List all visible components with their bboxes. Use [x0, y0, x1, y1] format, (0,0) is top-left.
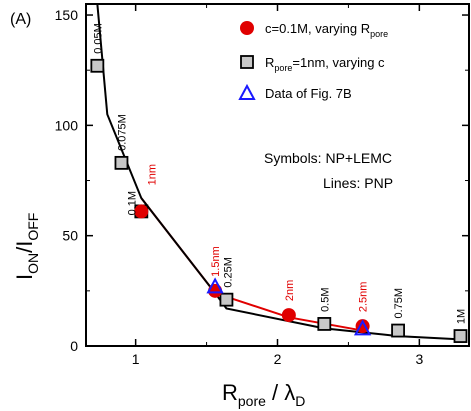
square-marker — [453, 329, 468, 343]
square-point-label: 0.05M — [92, 23, 104, 54]
square-point-label: 0.75M — [393, 288, 405, 319]
point-labels: 0.05M 0.075M 0.1M 0.25M 0.5M 0.75M 1M 1nm 1.5nm 2… — [92, 23, 467, 324]
red-circle-marker — [281, 308, 296, 323]
square-point-label: 0.1M — [126, 191, 138, 215]
square-marker — [219, 292, 234, 307]
data-markers — [90, 58, 468, 343]
y-axis-label: ION/IOFF — [12, 213, 41, 280]
red-point-label: 1nm — [146, 164, 158, 185]
axis-ticks: 1 2 3 0 50 100 150 — [55, 4, 469, 367]
legend: c=0.1M, varying Rpore Rpore=1nm, varying… — [238, 21, 388, 101]
legend-marker-gray-square — [240, 55, 254, 69]
red-point-label: 2nm — [284, 280, 296, 301]
square-marker — [114, 155, 129, 170]
square-point-label: 0.5M — [319, 287, 331, 311]
x-tick-label: 1 — [132, 351, 140, 367]
y-tick-label: 0 — [70, 338, 78, 354]
y-tick-label: 150 — [55, 7, 79, 23]
x-tick-label: 3 — [415, 351, 423, 367]
x-tick-label: 2 — [274, 351, 282, 367]
plot-frame — [85, 3, 470, 347]
red-point-label: 1.5nm — [210, 246, 222, 277]
square-point-label: 0.25M — [222, 257, 234, 288]
legend-marker-red-circle — [240, 21, 254, 35]
x-axis-label: Rpore / λD — [222, 380, 305, 409]
panel-label: (A) — [10, 11, 31, 28]
square-point-label: 1M — [455, 309, 467, 324]
y-tick-label: 100 — [55, 117, 79, 133]
blue-triangle-marker — [206, 277, 224, 294]
red-circle-marker — [208, 283, 223, 298]
note-symbols: Symbols: NP+LEMC — [264, 150, 392, 166]
y-tick-label: 50 — [62, 228, 78, 244]
square-point-label: 0.075M — [116, 114, 128, 151]
legend-label-series-1: c=0.1M, varying Rpore — [265, 21, 388, 39]
note-lines: Lines: PNP — [323, 175, 393, 191]
square-marker — [90, 58, 105, 73]
square-marker — [317, 317, 332, 331]
red-point-label: 2.5nm — [358, 282, 370, 313]
red-circle-marker — [134, 204, 149, 219]
legend-marker-blue-triangle — [238, 83, 256, 100]
blue-triangle-marker — [353, 319, 372, 336]
square-marker — [391, 323, 405, 338]
legend-label-series-2: Rpore=1nm, varying c — [265, 55, 385, 73]
legend-label-series-3: Data of Fig. 7B — [265, 86, 352, 101]
